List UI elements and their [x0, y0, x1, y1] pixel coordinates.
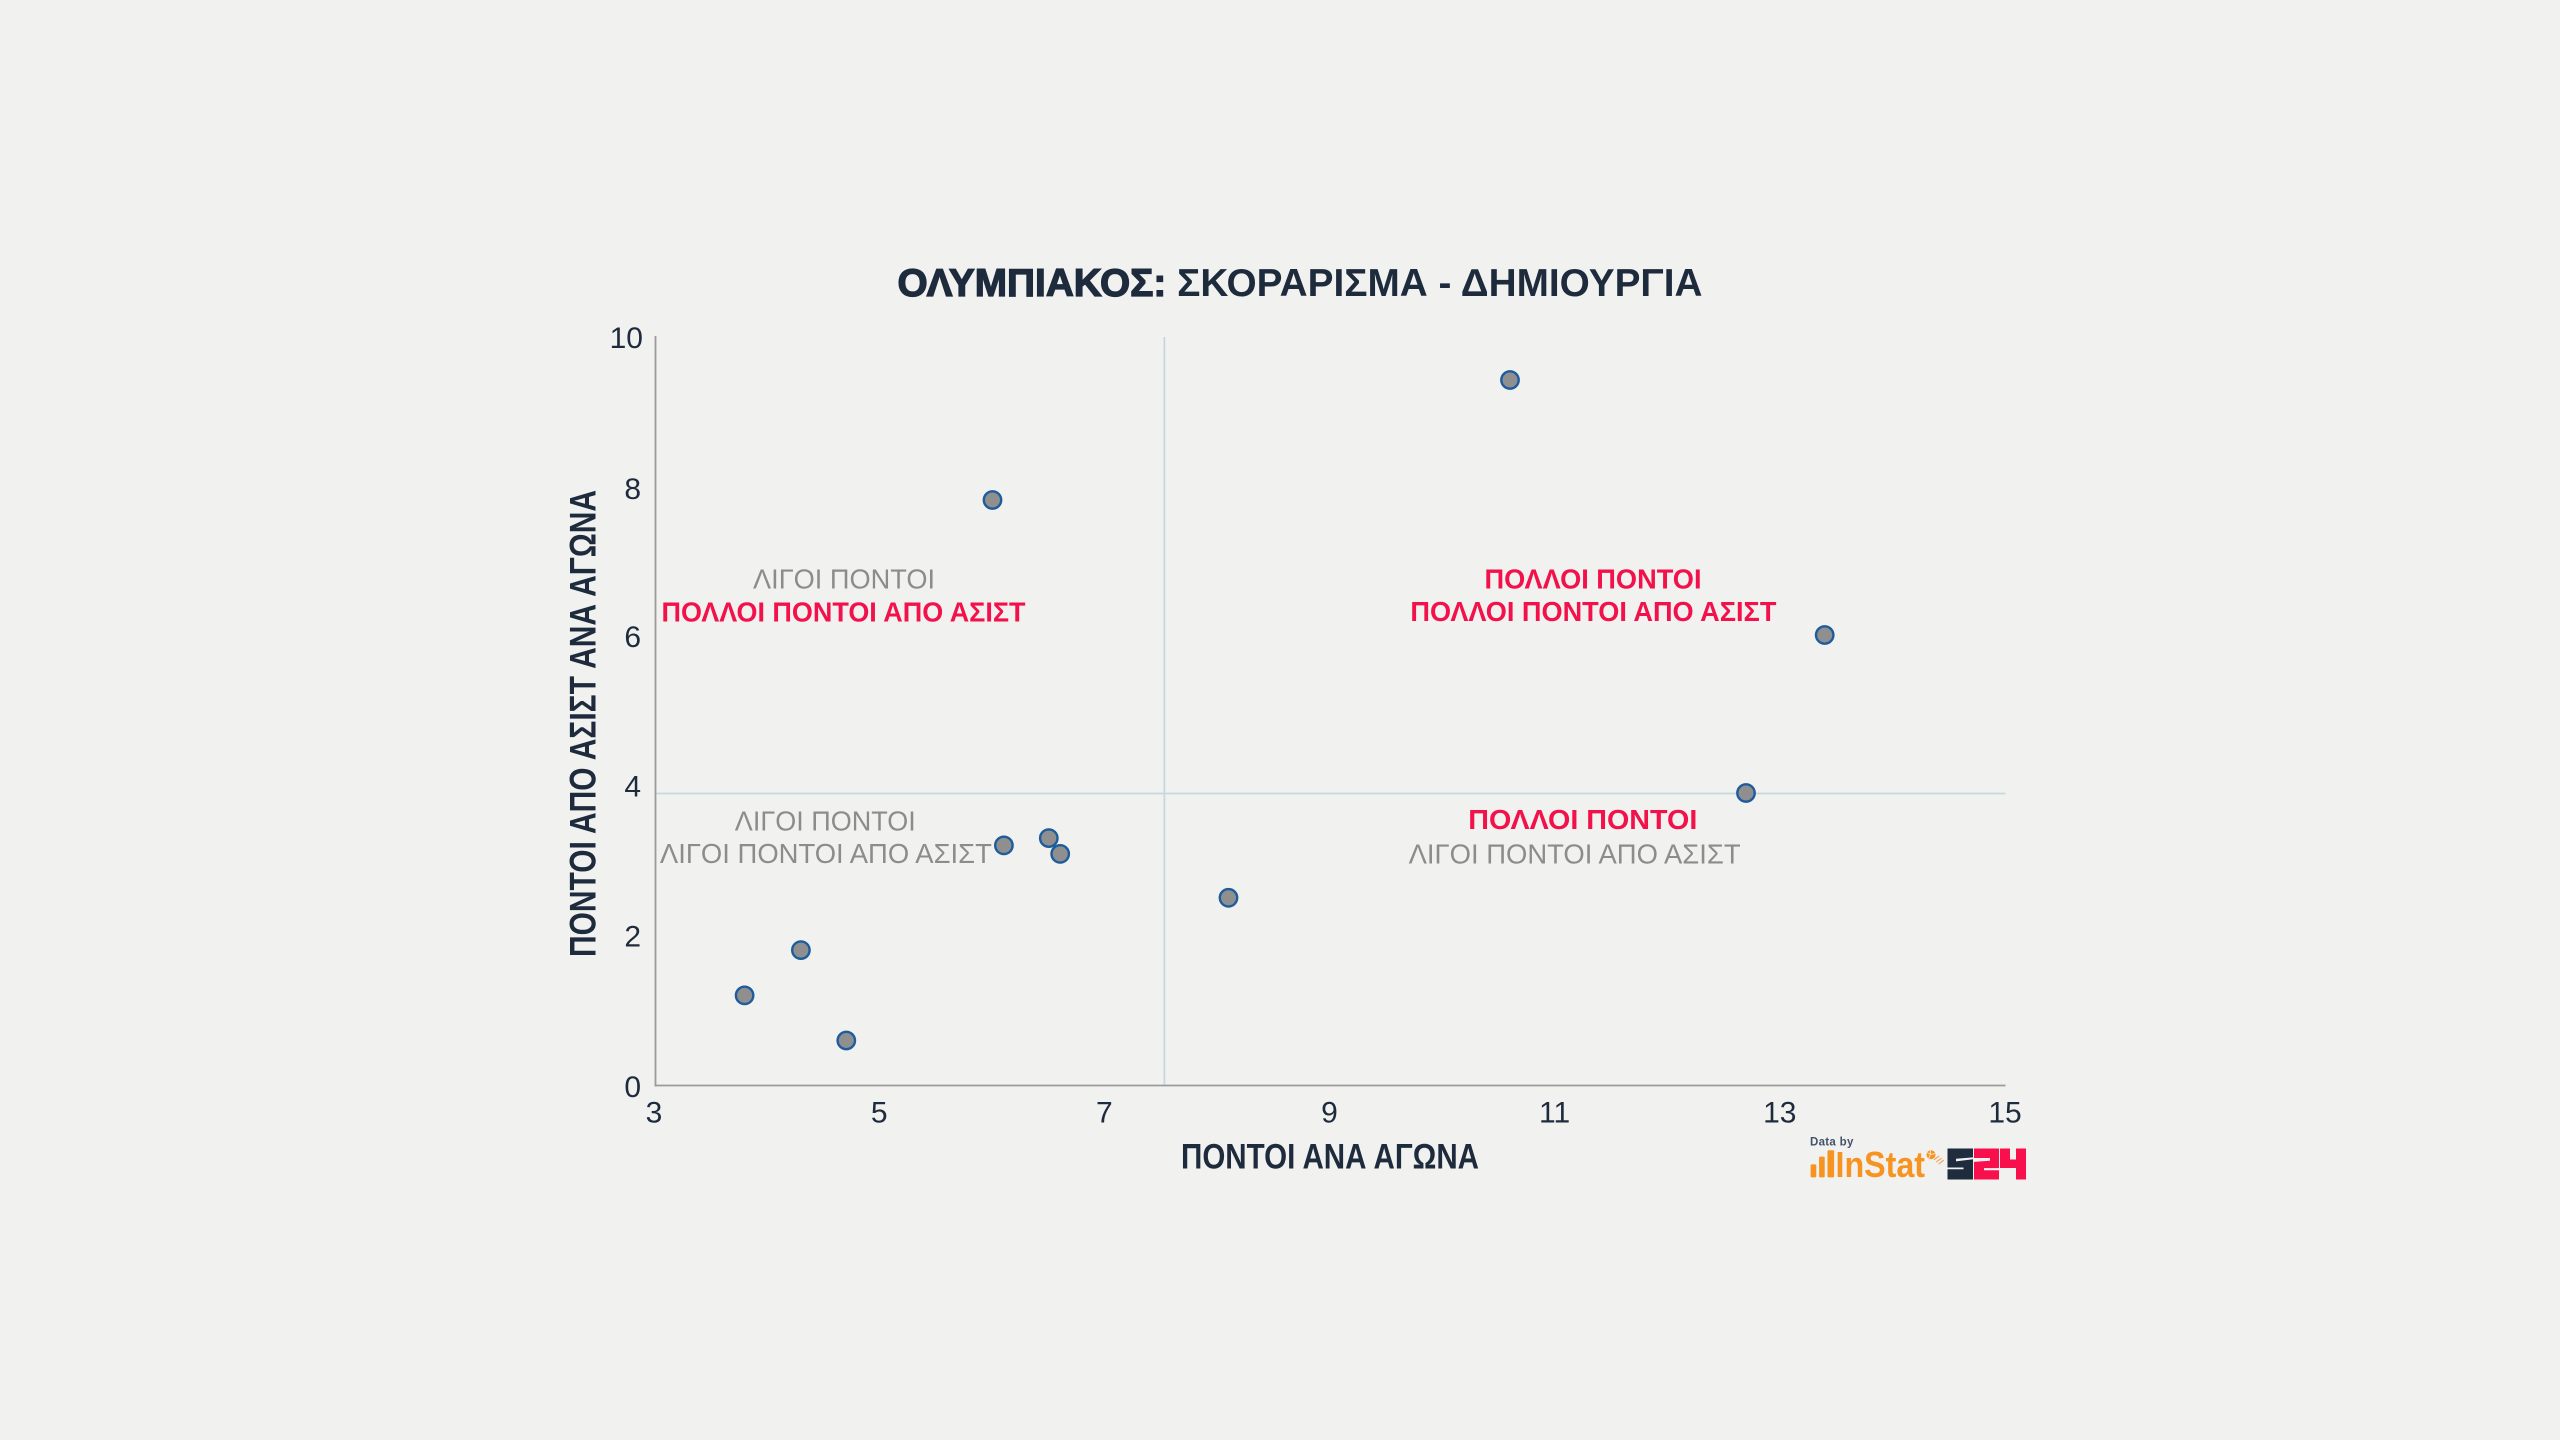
- svg-text:ΠΟΝΤΟΙ ΑΝΑ ΑΓΩΝΑ: ΠΟΝΤΟΙ ΑΝΑ ΑΓΩΝΑ: [1181, 1138, 1479, 1177]
- svg-text:Data by: Data by: [1810, 1137, 1854, 1149]
- svg-text:11: 11: [1539, 1097, 1570, 1130]
- svg-text:13: 13: [1763, 1097, 1796, 1130]
- svg-text:ΟΛΥΜΠΙΑΚΟΣ: ΣΚΟΡΑΡΙΣΜΑ - ΔΗΜΙΟ: ΟΛΥΜΠΙΑΚΟΣ: ΣΚΟΡΑΡΙΣΜΑ - ΔΗΜΙΟΥΡΓΙΑ: [898, 262, 1703, 305]
- svg-text:ΛΙΓΟΙ ΠΟΝΤΟΙ ΑΠΟ ΑΣΙΣΤ: ΛΙΓΟΙ ΠΟΝΤΟΙ ΑΠΟ ΑΣΙΣΤ: [1409, 839, 1741, 870]
- svg-text:ΠΟΛΛΟΙ ΠΟΝΤΟΙ ΑΠΟ ΑΣΙΣΤ: ΠΟΛΛΟΙ ΠΟΝΤΟΙ ΑΠΟ ΑΣΙΣΤ: [1410, 596, 1776, 627]
- svg-text:7: 7: [1096, 1097, 1113, 1130]
- svg-text:ΠΟΛΛΟΙ ΠΟΝΤΟΙ: ΠΟΛΛΟΙ ΠΟΝΤΟΙ: [1468, 804, 1697, 835]
- svg-text:InStat: InStat: [1836, 1144, 1926, 1185]
- svg-text:8: 8: [624, 473, 641, 506]
- svg-text:ΛΙΓΟΙ ΠΟΝΤΟΙ: ΛΙΓΟΙ ΠΟΝΤΟΙ: [753, 564, 935, 595]
- svg-text:ΛΙΓΟΙ ΠΟΝΤΟΙ ΑΠΟ ΑΣΙΣΤ: ΛΙΓΟΙ ΠΟΝΤΟΙ ΑΠΟ ΑΣΙΣΤ: [660, 838, 992, 869]
- svg-text:0: 0: [624, 1071, 641, 1104]
- svg-text:ΛΙΓΟΙ ΠΟΝΤΟΙ: ΛΙΓΟΙ ΠΟΝΤΟΙ: [735, 806, 916, 837]
- svg-text:ΠΟΝΤΟΙ ΑΠΟ ΑΣΙΣΤ ΑΝΑ ΑΓΩΝΑ: ΠΟΝΤΟΙ ΑΠΟ ΑΣΙΣΤ ΑΝΑ ΑΓΩΝΑ: [563, 490, 604, 957]
- svg-text:4: 4: [624, 771, 641, 804]
- svg-text:ΠΟΛΛΟΙ ΠΟΝΤΟΙ: ΠΟΛΛΟΙ ΠΟΝΤΟΙ: [1485, 564, 1702, 595]
- svg-text:15: 15: [1988, 1097, 2021, 1130]
- svg-text:2: 2: [624, 921, 641, 954]
- svg-text:3: 3: [646, 1097, 663, 1130]
- svg-text:ΠΟΛΛΟΙ ΠΟΝΤΟΙ ΑΠΟ ΑΣΙΣΤ: ΠΟΛΛΟΙ ΠΟΝΤΟΙ ΑΠΟ ΑΣΙΣΤ: [662, 596, 1026, 627]
- svg-text:10: 10: [610, 322, 643, 355]
- svg-text:6: 6: [624, 621, 641, 654]
- svg-text:9: 9: [1321, 1097, 1338, 1130]
- svg-text:5: 5: [871, 1097, 888, 1130]
